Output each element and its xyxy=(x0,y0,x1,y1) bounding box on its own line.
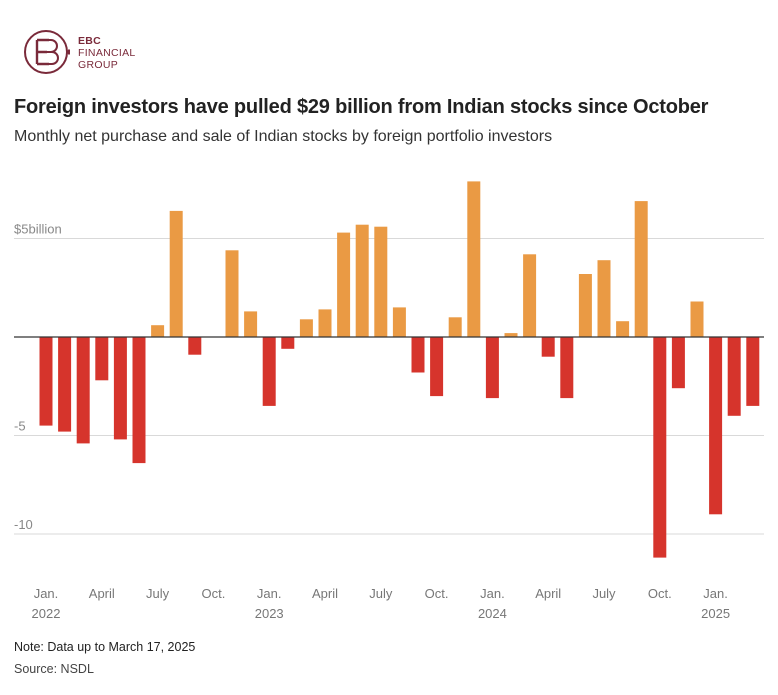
x-tick-label: Jan. xyxy=(257,586,282,601)
x-tick-year-label: 2024 xyxy=(478,606,507,621)
logo-line-2: FINANCIAL xyxy=(78,47,136,59)
bar-2024-03 xyxy=(523,254,537,337)
bar-2023-01 xyxy=(262,337,276,406)
bar-2023-04 xyxy=(318,309,332,337)
bar-2022-07 xyxy=(151,325,165,337)
bar-2022-02 xyxy=(58,337,72,432)
footnote: Note: Data up to March 17, 2025 xyxy=(14,640,196,654)
bar-2022-06 xyxy=(132,337,146,464)
bar-2025-01 xyxy=(709,337,723,515)
bar-2022-03 xyxy=(76,337,90,444)
bar-2023-09 xyxy=(411,337,425,373)
bar-2025-03 xyxy=(746,337,760,406)
bar-2022-01 xyxy=(39,337,53,426)
source-note: Source: NSDL xyxy=(14,662,94,676)
logo-line-3: GROUP xyxy=(78,59,119,71)
bar-2023-05 xyxy=(337,232,351,337)
x-tick-label: April xyxy=(535,586,561,601)
bar-2023-08 xyxy=(392,307,406,337)
label-layer: $5billion -5 -10 Jan. 2022 April July Oct. Jan. 2… xyxy=(14,222,730,622)
ebc-logo-icon xyxy=(24,30,70,74)
y-tick-label: $5billion xyxy=(14,222,62,237)
bar-2023-02 xyxy=(281,337,295,349)
bar-2024-05 xyxy=(560,337,574,399)
x-tick-label: Oct. xyxy=(648,586,672,601)
ebc-logo: EBC FINANCIAL GROUP xyxy=(22,28,182,76)
bar-2025-02 xyxy=(727,337,741,416)
bar-chart: $5billion -5 -10 Jan. 2022 April July Oct. Jan. 2… xyxy=(14,181,764,622)
bar-2024-02 xyxy=(504,333,518,337)
x-tick-label: April xyxy=(89,586,115,601)
bar-2024-07 xyxy=(597,260,611,337)
x-tick-label: July xyxy=(146,586,170,601)
bar-2022-12 xyxy=(244,311,258,337)
y-tick-label: -10 xyxy=(14,517,33,532)
bar-2022-11 xyxy=(225,250,239,337)
bar-2023-06 xyxy=(355,224,369,337)
bar-2024-12 xyxy=(690,301,704,337)
bar-2024-04 xyxy=(541,337,555,357)
logo-line-1: EBC xyxy=(78,35,102,47)
bar-layer xyxy=(39,181,760,558)
x-tick-label: Jan. xyxy=(34,586,59,601)
x-tick-label: July xyxy=(369,586,393,601)
x-tick-label: Oct. xyxy=(201,586,225,601)
x-tick-year-label: 2023 xyxy=(255,606,284,621)
x-tick-label: Oct. xyxy=(425,586,449,601)
bar-2024-08 xyxy=(616,321,630,337)
bar-2024-01 xyxy=(485,337,499,399)
bar-2022-08 xyxy=(169,210,183,337)
chart-title: Foreign investors have pulled $29 billio… xyxy=(14,96,709,118)
bar-2022-05 xyxy=(113,337,127,440)
bar-2024-11 xyxy=(671,337,685,389)
bar-2023-11 xyxy=(448,317,462,337)
bar-2022-04 xyxy=(95,337,109,381)
x-tick-label: Jan. xyxy=(480,586,505,601)
x-tick-label: April xyxy=(312,586,338,601)
bar-2024-10 xyxy=(653,337,667,558)
chart-subtitle: Monthly net purchase and sale of Indian … xyxy=(14,128,553,145)
bar-2022-09 xyxy=(188,337,202,355)
y-tick-label: -5 xyxy=(14,419,26,434)
bar-2023-12 xyxy=(467,181,481,337)
x-tick-label: Jan. xyxy=(703,586,728,601)
bar-2023-10 xyxy=(430,337,444,397)
ebc-logo-text: EBC FINANCIAL GROUP xyxy=(78,35,136,71)
x-tick-year-label: 2025 xyxy=(701,606,730,621)
bar-2024-06 xyxy=(578,274,592,337)
bar-2023-03 xyxy=(299,319,313,337)
x-tick-label: July xyxy=(592,586,616,601)
x-tick-year-label: 2022 xyxy=(32,606,61,621)
bar-2023-07 xyxy=(374,226,388,337)
bar-2024-09 xyxy=(634,201,648,337)
